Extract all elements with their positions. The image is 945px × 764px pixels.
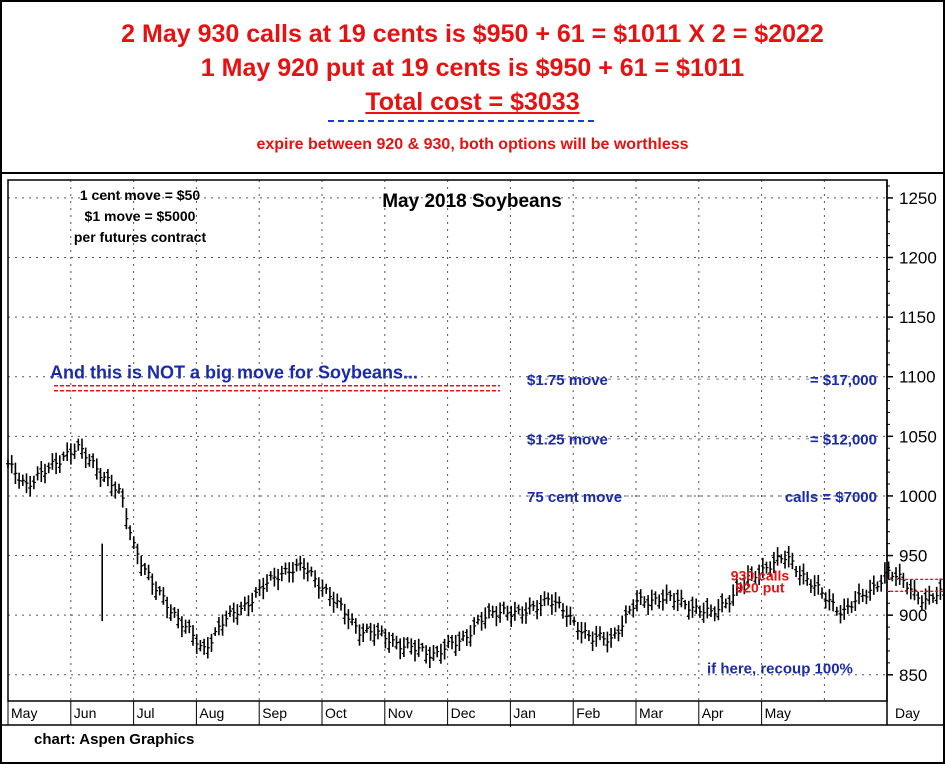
x-tick-label: Nov bbox=[388, 705, 413, 721]
x-tick-label: May bbox=[765, 705, 791, 721]
move-value-label: = $17,000 bbox=[810, 372, 877, 389]
multiplier-note-line: $1 move = $5000 bbox=[85, 208, 196, 224]
x-unit-label: Day bbox=[895, 705, 920, 721]
chart-axes: 850 900 950 1000 1050 1100 1150 1200 1250 May Jun J… bbox=[2, 179, 943, 727]
y-tick-label: 1150 bbox=[899, 308, 936, 327]
multiplier-note-line: per futures contract bbox=[74, 229, 207, 245]
chart-annotations: May 2018 Soybeans 1 cent move = $50 $1 mov… bbox=[50, 187, 943, 677]
header-expiry-note: expire between 920 & 930, both options w… bbox=[256, 136, 689, 153]
chart-credit: chart: Aspen Graphics bbox=[34, 731, 195, 748]
x-tick-label: May bbox=[11, 705, 37, 721]
y-tick-label: 850 bbox=[899, 666, 927, 685]
y-tick-label: 1250 bbox=[899, 189, 937, 208]
header-panel: 2 May 930 calls at 19 cents is $950 + 61… bbox=[2, 2, 943, 174]
move-label: 75 cent move bbox=[527, 489, 622, 506]
move-value-label: calls = $7000 bbox=[785, 489, 877, 506]
header-put-cost: 1 May 920 put at 19 cents is $950 + 61 =… bbox=[200, 54, 745, 82]
header-calls-cost: 2 May 930 calls at 19 cents is $950 + 61… bbox=[121, 20, 824, 48]
y-tick-label: 1000 bbox=[899, 487, 937, 506]
x-tick-label: Aug bbox=[199, 705, 224, 721]
multiplier-note-line: 1 cent move = $50 bbox=[80, 187, 200, 203]
x-tick-label: Oct bbox=[325, 705, 347, 721]
downside-note: if here, recoup 100% bbox=[707, 660, 853, 677]
move-value-label: = $12,000 bbox=[810, 432, 877, 449]
total-cost-dashed-underline bbox=[328, 120, 594, 122]
chart-title: May 2018 Soybeans bbox=[382, 191, 562, 212]
x-tick-label: Jun bbox=[74, 705, 97, 721]
x-tick-label: Dec bbox=[451, 705, 476, 721]
price-bars bbox=[6, 438, 943, 669]
y-tick-label: 950 bbox=[899, 547, 927, 566]
price-chart: 850 900 950 1000 1050 1100 1150 1200 1250 May Jun J… bbox=[2, 179, 943, 727]
big-move-note: And this is NOT a big move for Soybeans.… bbox=[50, 363, 418, 383]
x-tick-label: Feb bbox=[576, 705, 600, 721]
chart-grid bbox=[8, 180, 887, 701]
y-tick-label: 1200 bbox=[899, 248, 937, 267]
year-label: 2019 bbox=[513, 726, 544, 727]
x-tick-label: Mar bbox=[639, 705, 663, 721]
x-tick-label: Jan bbox=[513, 705, 536, 721]
put-line-label: 920 put bbox=[735, 579, 784, 595]
x-tick-label: Jul bbox=[137, 705, 155, 721]
y-tick-label: 1100 bbox=[899, 368, 936, 387]
y-tick-label: 900 bbox=[899, 606, 927, 625]
move-label: $1.25 move bbox=[527, 432, 608, 449]
y-tick-label: 1050 bbox=[899, 427, 937, 446]
header-total-cost: Total cost = $3033 bbox=[365, 88, 580, 116]
calls-line-label: 930 calls bbox=[731, 567, 790, 583]
x-tick-label: Sep bbox=[262, 705, 287, 721]
move-label: $1.75 move bbox=[527, 372, 608, 389]
x-tick-label: Apr bbox=[702, 705, 724, 721]
